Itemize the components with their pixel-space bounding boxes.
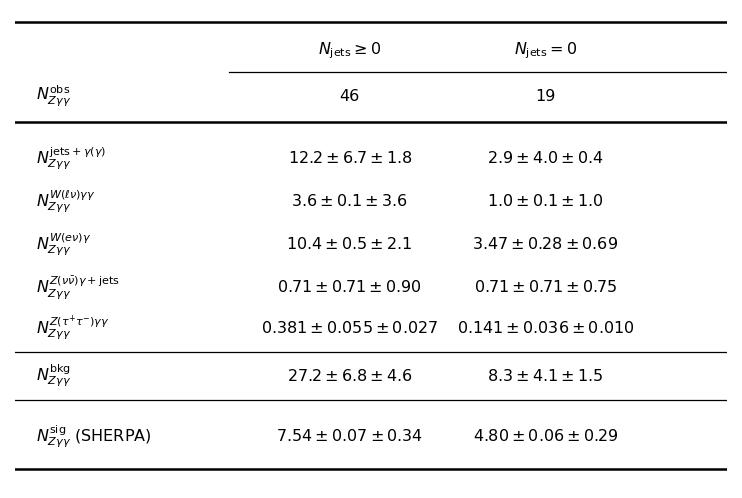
Text: $0.381 \pm 0.055 \pm 0.027$: $0.381 \pm 0.055 \pm 0.027$ (261, 320, 439, 336)
Text: $3.47 \pm 0.28 \pm 0.69$: $3.47 \pm 0.28 \pm 0.69$ (473, 236, 619, 252)
Text: $N^{\mathrm{bkg}}_{Z\gamma\gamma}$: $N^{\mathrm{bkg}}_{Z\gamma\gamma}$ (36, 362, 71, 389)
Text: $N^{\mathrm{jets}+\gamma(\gamma)}_{Z\gamma\gamma}$: $N^{\mathrm{jets}+\gamma(\gamma)}_{Z\gam… (36, 145, 106, 172)
Text: $0.141 \pm 0.036 \pm 0.010$: $0.141 \pm 0.036 \pm 0.010$ (457, 320, 634, 336)
Text: $2.9 \pm 4.0 \pm 0.4$: $2.9 \pm 4.0 \pm 0.4$ (487, 150, 604, 166)
Text: 46: 46 (340, 89, 360, 104)
Text: $N^{W(e\nu)\gamma}_{Z\gamma\gamma}$: $N^{W(e\nu)\gamma}_{Z\gamma\gamma}$ (36, 231, 91, 257)
Text: $0.71 \pm 0.71 \pm 0.90$: $0.71 \pm 0.71 \pm 0.90$ (278, 279, 422, 295)
Text: $N^{W(\ell\nu)\gamma\gamma}_{Z\gamma\gamma}$: $N^{W(\ell\nu)\gamma\gamma}_{Z\gamma\gam… (36, 188, 96, 215)
Text: $N^{Z(\nu\bar{\nu})\gamma+\mathrm{jets}}_{Z\gamma\gamma}$: $N^{Z(\nu\bar{\nu})\gamma+\mathrm{jets}}… (36, 274, 120, 301)
Text: $1.0 \pm 0.1 \pm 1.0$: $1.0 \pm 0.1 \pm 1.0$ (487, 193, 604, 209)
Text: $N_{\mathrm{jets}} \geq 0$: $N_{\mathrm{jets}} \geq 0$ (318, 40, 381, 61)
Text: $N_{\mathrm{jets}} = 0$: $N_{\mathrm{jets}} = 0$ (514, 40, 577, 61)
Text: $4.80 \pm 0.06 \pm 0.29$: $4.80 \pm 0.06 \pm 0.29$ (473, 428, 618, 444)
Text: 19: 19 (535, 89, 556, 104)
Text: $N^{\mathrm{obs}}_{Z\gamma\gamma}$: $N^{\mathrm{obs}}_{Z\gamma\gamma}$ (36, 84, 71, 109)
Text: $0.71 \pm 0.71 \pm 0.75$: $0.71 \pm 0.71 \pm 0.75$ (474, 279, 617, 295)
Text: $3.6 \pm 0.1 \pm 3.6$: $3.6 \pm 0.1 \pm 3.6$ (292, 193, 408, 209)
Text: $7.54 \pm 0.07 \pm 0.34$: $7.54 \pm 0.07 \pm 0.34$ (276, 428, 423, 444)
Text: $12.2 \pm 6.7 \pm 1.8$: $12.2 \pm 6.7 \pm 1.8$ (287, 150, 412, 166)
Text: $N^{Z(\tau^{+}\tau^{-})\gamma\gamma}_{Z\gamma\gamma}$: $N^{Z(\tau^{+}\tau^{-})\gamma\gamma}_{Z\… (36, 313, 110, 343)
Text: $N^{\mathrm{sig}}_{Z\gamma\gamma}$ (SHERPA): $N^{\mathrm{sig}}_{Z\gamma\gamma}$ (SHER… (36, 423, 152, 450)
Text: $8.3 \pm 4.1 \pm 1.5$: $8.3 \pm 4.1 \pm 1.5$ (487, 368, 604, 383)
Text: $10.4 \pm 0.5 \pm 2.1$: $10.4 \pm 0.5 \pm 2.1$ (286, 236, 413, 252)
Text: $27.2 \pm 6.8 \pm 4.6$: $27.2 \pm 6.8 \pm 4.6$ (287, 368, 413, 383)
